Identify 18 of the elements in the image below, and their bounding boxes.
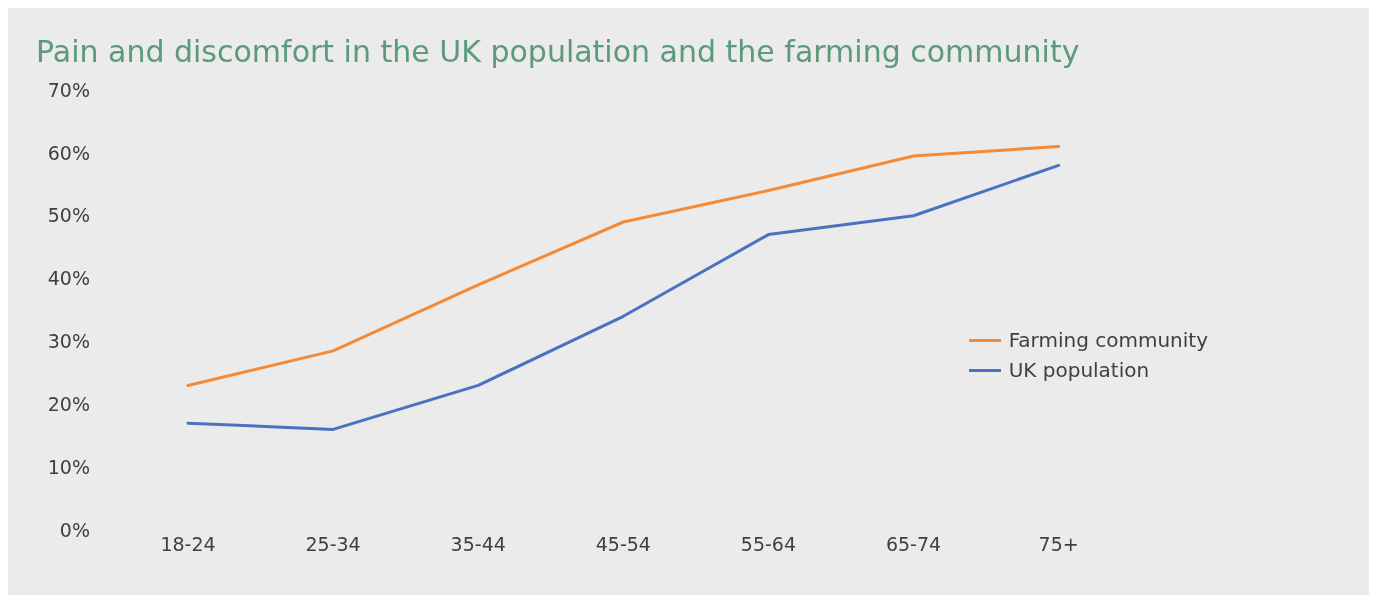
x-tick-label: 25-34: [305, 533, 361, 556]
x-tick-label: 45-54: [595, 533, 651, 556]
x-tick-label: 75+: [1038, 533, 1079, 556]
x-tick-label: 65-74: [885, 533, 942, 556]
y-tick-label: 20%: [47, 393, 90, 416]
legend-label: Farming community: [1008, 328, 1208, 352]
y-tick-label: 50%: [47, 204, 90, 227]
x-tick-label: 55-64: [740, 533, 797, 556]
y-tick-label: 0%: [59, 518, 90, 541]
y-tick-label: 60%: [47, 141, 90, 164]
y-tick-label: 30%: [47, 330, 90, 353]
y-tick-label: 70%: [47, 78, 90, 101]
y-tick-label: 10%: [47, 455, 90, 478]
x-tick-label: 35-44: [450, 533, 506, 556]
legend-label: UK population: [1008, 358, 1150, 382]
chart-title: Pain and discomfort in the UK population and the farming community: [35, 33, 1081, 69]
y-tick-label: 40%: [47, 267, 90, 290]
x-tick-label: 18-24: [160, 533, 216, 556]
